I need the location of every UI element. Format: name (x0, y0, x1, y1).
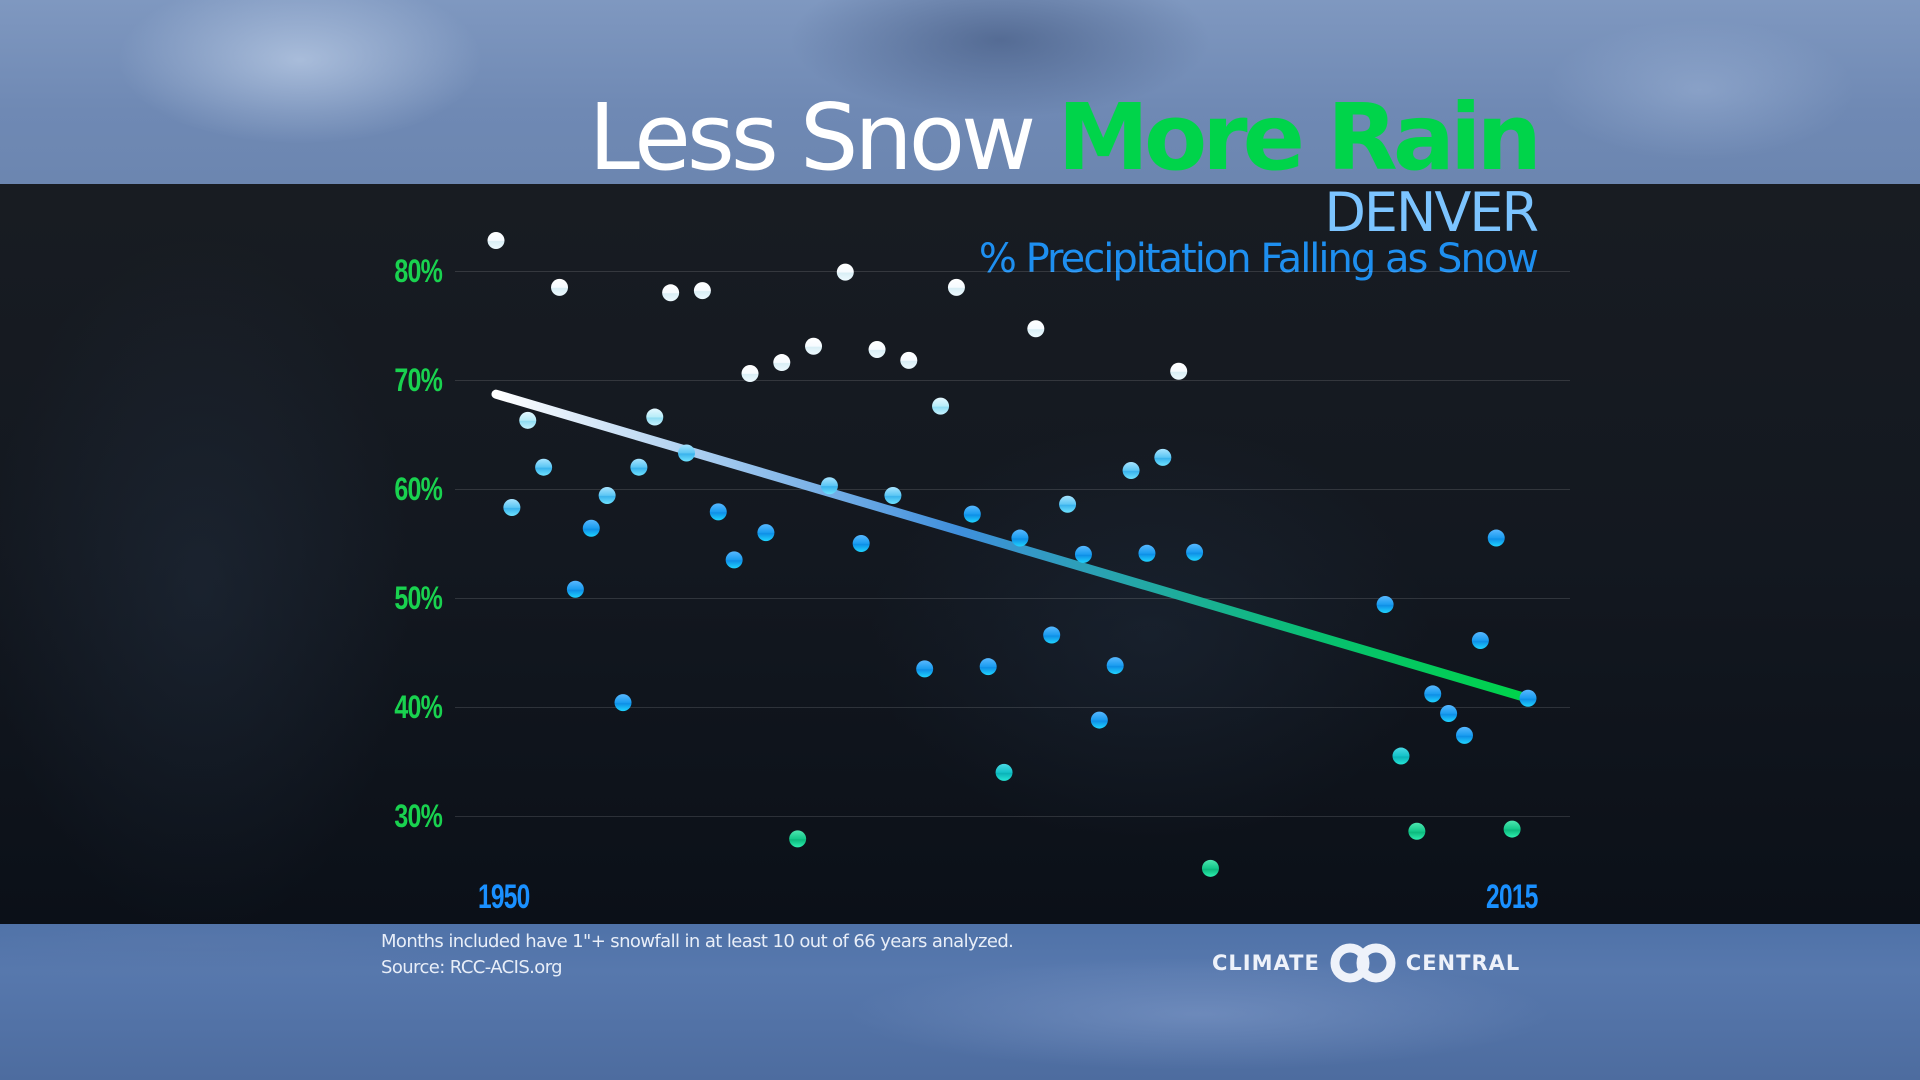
y-tick-40: 40% (394, 689, 442, 725)
y-tick-60: 60% (394, 471, 442, 507)
y-tick-30: 30% (394, 798, 442, 834)
background-top (0, 0, 1920, 184)
logo-text-climate: CLIMATE (1212, 951, 1320, 975)
footnote: Months included have 1"+ snowfall in at … (381, 929, 1014, 981)
logo-text-central: CENTRAL (1405, 951, 1521, 975)
y-tick-80: 80% (394, 253, 442, 289)
y-tick-70: 70% (394, 362, 442, 398)
logo-rings-icon (1330, 943, 1396, 983)
y-tick-50: 50% (394, 580, 442, 616)
page-title: Less Snow More Rain (589, 88, 1542, 188)
gridline-80 (455, 271, 1570, 272)
title-less-snow: Less Snow (588, 84, 1037, 191)
title-more-rain: More Rain (1057, 84, 1542, 191)
footnote-criteria: Months included have 1"+ snowfall in at … (381, 931, 1014, 952)
chart-subtitle: % Precipitation Falling as Snow (978, 236, 1539, 282)
city-label: DENVER (1324, 181, 1539, 244)
background-bottom (0, 924, 1920, 1080)
x-label-end-year: 2015 (1486, 878, 1538, 916)
chart-panel (0, 184, 1920, 924)
footnote-source: Source: RCC-ACIS.org (381, 957, 563, 978)
gridline-40 (455, 707, 1570, 708)
gridline-60 (455, 489, 1570, 490)
climate-central-logo: CLIMATE CENTRAL (1212, 943, 1520, 983)
x-label-start-year: 1950 (478, 878, 530, 916)
gridline-50 (455, 598, 1570, 599)
gridline-70 (455, 380, 1570, 381)
gridline-30 (455, 816, 1570, 817)
